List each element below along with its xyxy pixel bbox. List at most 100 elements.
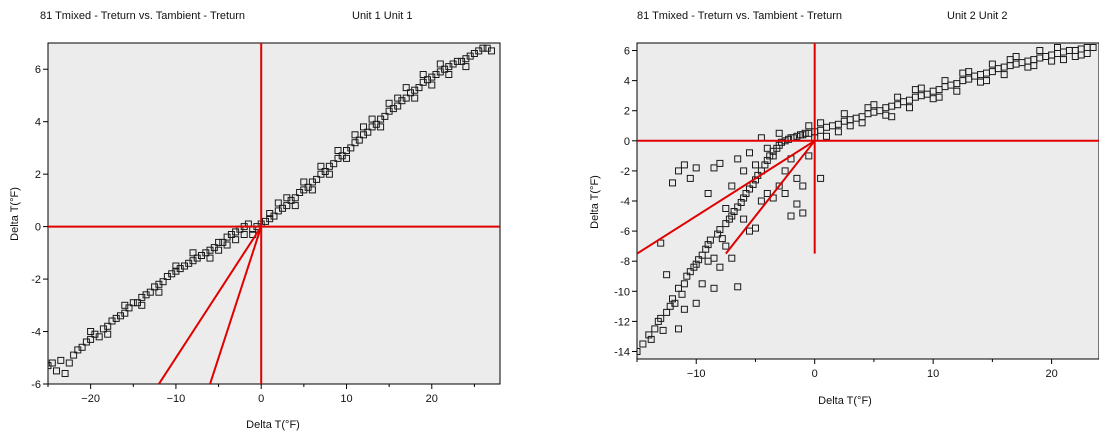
reference-line <box>725 140 816 255</box>
reference-line <box>637 139 816 255</box>
chart-title: 81 Tmixed - Treturn vs. Tambient - Tretu… <box>637 10 843 22</box>
data-point <box>728 212 736 220</box>
data-point <box>785 135 793 143</box>
data-point <box>959 69 967 77</box>
data-point <box>864 104 872 112</box>
data-point <box>1054 44 1061 51</box>
data-point <box>799 209 807 217</box>
data-point <box>740 167 748 175</box>
data-point <box>411 94 419 102</box>
data-point <box>740 194 748 202</box>
data-point <box>680 280 688 288</box>
data-point <box>364 128 372 136</box>
data-point <box>749 180 757 188</box>
data-point <box>300 178 308 186</box>
x-tick-label: 20 <box>1045 368 1057 380</box>
data-point <box>775 129 783 137</box>
data-point <box>159 278 167 286</box>
data-point <box>121 301 129 309</box>
data-point <box>274 199 282 207</box>
data-point <box>343 154 350 162</box>
data-point <box>381 112 389 120</box>
data-point <box>155 288 163 296</box>
data-point <box>240 231 248 238</box>
y-tick-label: -10 <box>614 286 630 298</box>
data-point <box>206 254 214 262</box>
data-point <box>266 210 274 217</box>
data-point <box>988 60 996 68</box>
data-point <box>722 242 730 250</box>
data-point <box>746 149 753 157</box>
data-point <box>805 152 813 160</box>
data-point <box>675 325 682 333</box>
data-point <box>734 155 742 163</box>
data-point <box>669 179 676 187</box>
data-point <box>702 245 710 253</box>
data-point <box>146 288 154 296</box>
data-point <box>360 123 367 131</box>
data-point <box>232 236 240 244</box>
data-point <box>680 305 688 313</box>
data-point <box>716 226 724 234</box>
data-point <box>61 370 69 377</box>
x-tick-label: 10 <box>340 393 352 405</box>
data-point <box>769 152 777 160</box>
data-point <box>1048 57 1056 65</box>
data-point <box>647 335 655 343</box>
reference-line <box>209 226 263 384</box>
data-point <box>95 333 103 341</box>
data-point <box>953 87 961 95</box>
data-point <box>716 159 724 167</box>
data-point <box>781 190 789 197</box>
data-point <box>445 71 453 78</box>
data-point <box>740 215 748 223</box>
data-point <box>639 340 647 348</box>
data-point <box>669 295 676 303</box>
data-point <box>657 239 665 247</box>
data-point <box>704 241 712 249</box>
data-point <box>283 202 291 210</box>
data-point <box>308 186 316 194</box>
data-point <box>698 280 706 288</box>
data-point <box>65 359 73 367</box>
data-point <box>706 236 714 244</box>
data-point <box>351 131 359 139</box>
data-point <box>763 144 771 152</box>
data-point <box>291 194 299 202</box>
data-point <box>746 185 753 193</box>
data-point <box>330 160 338 168</box>
data-point <box>172 262 180 270</box>
data-point <box>70 351 78 359</box>
data-point <box>775 182 783 190</box>
data-point <box>983 77 990 85</box>
data-point <box>858 119 866 127</box>
data-point <box>428 81 436 89</box>
data-point <box>189 249 197 257</box>
data-point <box>686 174 694 182</box>
data-point <box>805 122 813 130</box>
data-point <box>87 335 95 343</box>
data-point <box>53 367 60 375</box>
data-point <box>129 299 137 307</box>
data-point <box>104 322 112 330</box>
data-point <box>894 93 902 101</box>
data-point <box>817 119 825 127</box>
data-point <box>657 314 665 322</box>
y-tick-label: -2 <box>31 274 41 286</box>
data-point <box>906 104 913 112</box>
data-point <box>402 84 410 92</box>
data-point <box>692 260 700 268</box>
y-tick-label: 6 <box>35 64 41 76</box>
data-point <box>763 190 771 197</box>
data-point <box>48 359 56 367</box>
data-point <box>1030 62 1038 70</box>
y-tick-label: -4 <box>620 196 630 208</box>
chart-unit-label: Unit 1 Unit 1 <box>352 10 413 22</box>
data-point <box>763 156 771 164</box>
y-axis-label: Delta T(°F) <box>9 187 21 241</box>
plot-background <box>636 42 1099 360</box>
scatter-chart-unit-1: 81 Tmixed - Treturn vs. Tambient - Tretu… <box>0 0 549 436</box>
data-point <box>462 63 470 71</box>
data-point <box>355 136 363 144</box>
data-point <box>394 94 402 102</box>
